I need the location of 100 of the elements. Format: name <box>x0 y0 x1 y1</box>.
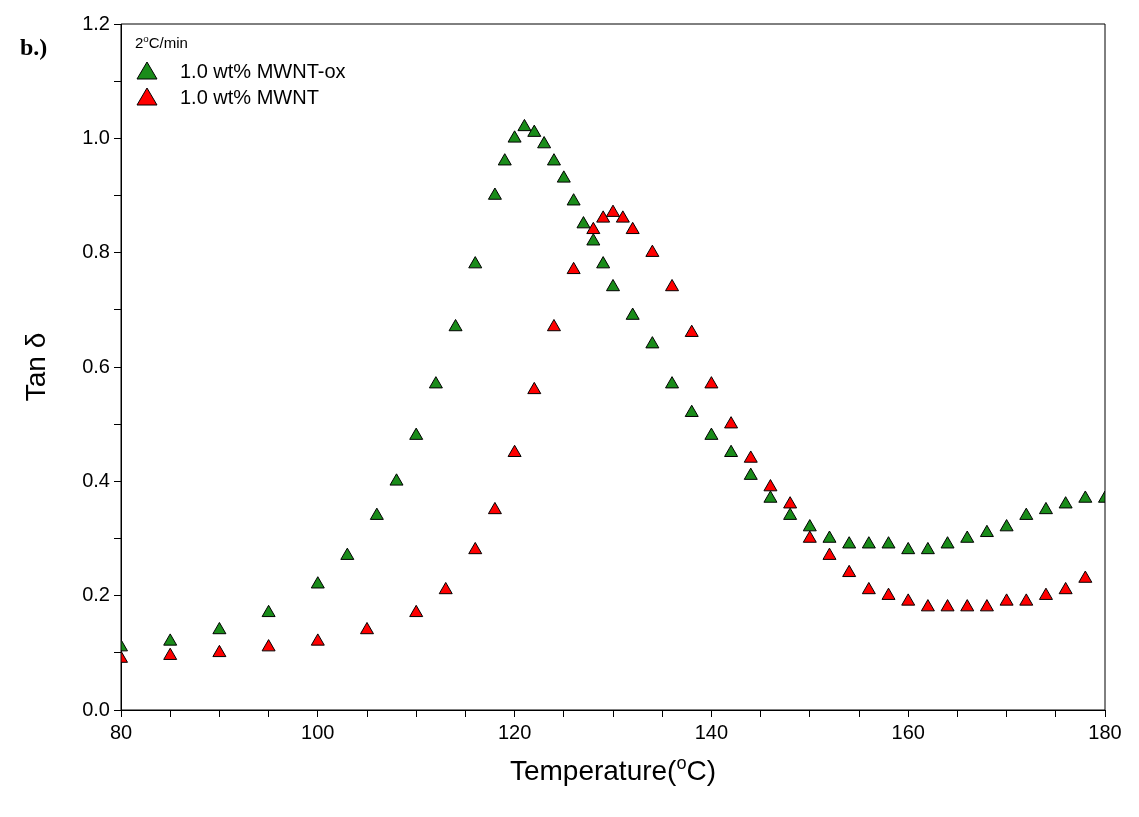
point <box>310 576 325 589</box>
point <box>576 216 591 229</box>
point <box>527 381 542 395</box>
legend-label: 1.0 wt% MWNT <box>180 85 319 108</box>
point <box>546 153 561 166</box>
point <box>409 427 424 440</box>
point <box>802 530 817 543</box>
y-tick-label: 0.2 <box>82 583 110 606</box>
y-tick-label: 0.6 <box>82 354 110 377</box>
y-tick-label: 1.2 <box>82 11 110 34</box>
point <box>487 501 502 515</box>
point <box>468 256 483 269</box>
point <box>566 193 581 206</box>
point <box>704 376 719 389</box>
point <box>881 536 896 549</box>
y-tick-label: 0.8 <box>82 240 110 263</box>
point <box>586 233 601 246</box>
point <box>1038 501 1053 515</box>
point <box>606 278 620 292</box>
point <box>625 221 640 235</box>
point <box>822 530 837 543</box>
y-tick-label: 0.4 <box>82 468 110 491</box>
point <box>517 118 532 132</box>
point <box>822 547 837 560</box>
x-tick-label: 140 <box>694 720 729 743</box>
point <box>999 519 1014 532</box>
point <box>684 324 699 337</box>
point <box>448 318 463 332</box>
point <box>783 507 798 520</box>
x-tick-label: 80 <box>109 720 133 743</box>
y-axis-title: Tan δ <box>20 332 51 402</box>
text: b.) <box>20 34 48 60</box>
point <box>546 318 561 332</box>
point <box>802 519 817 532</box>
point <box>586 221 601 235</box>
point <box>960 530 975 543</box>
point <box>920 599 935 612</box>
point <box>724 416 739 429</box>
point <box>1038 587 1053 600</box>
point <box>556 170 571 183</box>
point <box>763 479 778 492</box>
x-tick-label: 160 <box>891 720 925 743</box>
point <box>724 444 739 457</box>
point <box>212 644 227 658</box>
x-tick-label: 120 <box>497 720 532 743</box>
point <box>487 187 502 200</box>
point <box>783 496 798 509</box>
point <box>212 621 227 635</box>
point <box>389 473 404 486</box>
point <box>842 536 857 549</box>
point <box>360 621 374 635</box>
point <box>310 633 325 646</box>
point <box>340 547 355 560</box>
point <box>940 536 955 549</box>
legend-label: 1.0 wt% MWNT-ox <box>180 59 346 82</box>
point <box>369 507 384 520</box>
point <box>842 564 857 578</box>
x-tick-label: 180 <box>1088 720 1122 743</box>
point <box>979 524 994 538</box>
point <box>497 153 512 166</box>
point <box>1078 570 1093 583</box>
point <box>615 210 630 223</box>
point <box>596 210 611 223</box>
point <box>428 376 443 389</box>
point <box>861 581 876 595</box>
point <box>163 633 178 646</box>
point <box>979 599 994 612</box>
point <box>625 307 640 320</box>
y-tick-label: 1.0 <box>82 125 110 148</box>
point <box>468 541 483 555</box>
point <box>1078 490 1093 503</box>
point <box>507 130 522 143</box>
point <box>743 450 758 463</box>
point <box>999 593 1014 606</box>
point <box>645 244 660 257</box>
x-tick-label: 100 <box>301 720 335 743</box>
point <box>940 599 955 612</box>
point <box>527 124 542 137</box>
point <box>881 587 896 600</box>
point <box>645 336 660 349</box>
point <box>1019 507 1034 520</box>
point <box>901 593 916 606</box>
point <box>901 541 916 555</box>
point <box>920 541 935 555</box>
point <box>537 136 552 149</box>
point <box>704 427 719 440</box>
point <box>596 256 611 269</box>
point <box>606 204 620 217</box>
point <box>1019 593 1034 606</box>
point <box>261 604 276 618</box>
point <box>861 536 876 549</box>
point <box>163 647 178 660</box>
point <box>438 581 453 595</box>
point <box>684 404 699 417</box>
point <box>665 278 680 292</box>
y-tick-label: 0.0 <box>82 697 110 720</box>
point <box>743 467 758 480</box>
point <box>566 261 581 275</box>
point <box>763 490 778 503</box>
point <box>507 444 522 457</box>
